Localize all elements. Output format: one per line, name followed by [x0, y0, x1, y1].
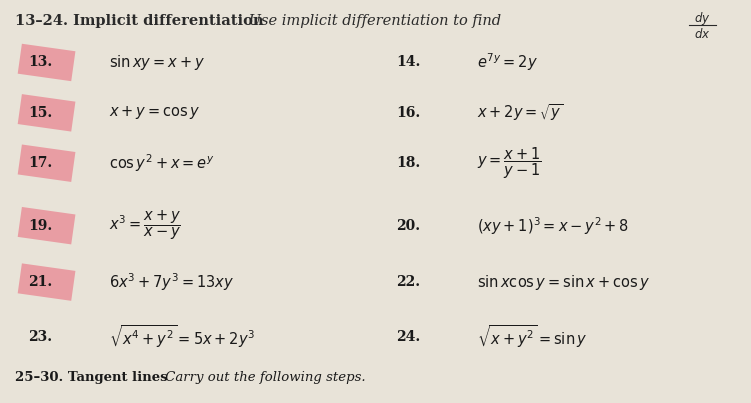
Text: 22.: 22. [397, 275, 421, 289]
Text: 16.: 16. [397, 106, 421, 120]
Text: 25–30. Tangent lines: 25–30. Tangent lines [15, 371, 167, 384]
Text: 14.: 14. [397, 56, 421, 69]
Text: 21.: 21. [29, 275, 53, 289]
Text: $\sqrt{x^4 + y^2} = 5x + 2y^3$: $\sqrt{x^4 + y^2} = 5x + 2y^3$ [109, 323, 255, 350]
Text: $e^{7y} = 2y$: $e^{7y} = 2y$ [477, 52, 538, 73]
Text: $6x^3 + 7y^3 = 13xy$: $6x^3 + 7y^3 = 13xy$ [109, 271, 234, 293]
Text: 19.: 19. [29, 219, 53, 233]
Text: $\cos y^2 + x = e^y$: $\cos y^2 + x = e^y$ [109, 152, 215, 174]
Text: 24.: 24. [397, 330, 421, 343]
Text: $x^3 = \dfrac{x+y}{x-y}$: $x^3 = \dfrac{x+y}{x-y}$ [109, 209, 181, 243]
Text: $(xy+1)^3 = x - y^2 + 8$: $(xy+1)^3 = x - y^2 + 8$ [477, 215, 629, 237]
Text: $x + 2y = \sqrt{y}$: $x + 2y = \sqrt{y}$ [477, 102, 563, 123]
Text: 17.: 17. [29, 156, 53, 170]
Text: Carry out the following steps.: Carry out the following steps. [161, 371, 366, 384]
Text: 15.: 15. [29, 106, 53, 120]
Text: 13–24. Implicit differentiation: 13–24. Implicit differentiation [15, 14, 264, 28]
Text: 13.: 13. [29, 56, 53, 69]
Polygon shape [18, 44, 75, 81]
Polygon shape [18, 94, 75, 131]
Text: $\sin xy = x + y$: $\sin xy = x + y$ [109, 53, 205, 72]
Text: $\sin x\cos y = \sin x + \cos y$: $\sin x\cos y = \sin x + \cos y$ [477, 272, 650, 292]
Text: $y = \dfrac{x+1}{y-1}$: $y = \dfrac{x+1}{y-1}$ [477, 145, 541, 181]
Text: 20.: 20. [397, 219, 421, 233]
Text: 23.: 23. [29, 330, 53, 343]
Polygon shape [18, 145, 75, 182]
Text: $\sqrt{x + y^2} = \sin y$: $\sqrt{x + y^2} = \sin y$ [477, 323, 587, 350]
Polygon shape [18, 264, 75, 301]
Text: Use implicit differentiation to find: Use implicit differentiation to find [244, 14, 506, 28]
Polygon shape [18, 207, 75, 244]
Text: 18.: 18. [397, 156, 421, 170]
Text: $x + y = \cos y$: $x + y = \cos y$ [109, 104, 201, 121]
Text: $dy$: $dy$ [694, 10, 710, 27]
Text: $dx$: $dx$ [694, 27, 710, 41]
